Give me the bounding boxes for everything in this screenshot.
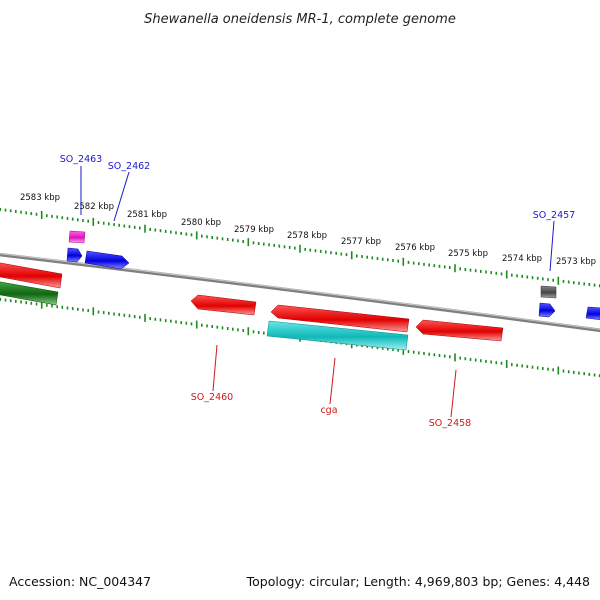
- gene-callouts: [80, 166, 555, 418]
- gene-so2463[interactable]: [68, 230, 86, 244]
- genome-summary-text: Topology: circular; Length: 4,969,803 bp…: [246, 574, 590, 589]
- callout-so2457: [549, 220, 555, 272]
- gene-label-so2460[interactable]: SO_2460: [191, 392, 233, 403]
- genome-backbone-highlight: [0, 253, 600, 330]
- scale-label: 2578 kbp: [287, 231, 327, 241]
- gene-cga[interactable]: [266, 320, 409, 351]
- gene-so2462-small[interactable]: [66, 247, 83, 263]
- scale-label: 2579 kbp: [234, 225, 274, 235]
- gene-label-so2458[interactable]: SO_2458: [429, 418, 471, 429]
- scale-label: 2581 kbp: [127, 210, 167, 220]
- gene-so2462[interactable]: [84, 250, 130, 270]
- scale-label: 2576 kbp: [395, 243, 435, 253]
- scale-label: 2573 kbp: [556, 257, 596, 267]
- map-title: Shewanella oneidensis MR-1, complete gen…: [144, 12, 456, 27]
- accession-text: Accession: NC_004347: [9, 574, 151, 589]
- gene-so2458[interactable]: [415, 319, 504, 342]
- genome-backbone: [0, 252, 600, 333]
- scale-labels: 2583 kbp 2582 kbp 2581 kbp 2580 kbp 2579…: [20, 193, 596, 267]
- callout-so2462: [113, 171, 130, 222]
- forward-genes: [66, 230, 600, 321]
- gene-label-cga[interactable]: cga: [320, 405, 337, 416]
- gene-reverse-edge[interactable]: [0, 262, 63, 289]
- scale-label: 2582 kbp: [74, 202, 114, 212]
- gene-forward-edge[interactable]: [585, 306, 600, 321]
- reverse-genes: [0, 262, 504, 351]
- gene-forward-small[interactable]: [538, 302, 556, 318]
- callout-so2458: [450, 369, 457, 418]
- scale-label: 2580 kbp: [181, 218, 221, 228]
- callout-so2460: [212, 344, 218, 392]
- outer-scale-ticks: [0, 207, 600, 288]
- scale-label: 2574 kbp: [502, 254, 542, 264]
- gene-reverse-long[interactable]: [270, 304, 410, 333]
- scale-label: 2575 kbp: [448, 249, 488, 259]
- gene-label-so2457[interactable]: SO_2457: [533, 210, 575, 221]
- gene-label-so2463[interactable]: SO_2463: [60, 154, 102, 165]
- gene-so2457[interactable]: [540, 285, 557, 299]
- gene-so2460[interactable]: [190, 294, 257, 316]
- scale-label: 2583 kbp: [20, 193, 60, 203]
- gene-label-so2462[interactable]: SO_2462: [108, 161, 150, 172]
- gene-green-edge[interactable]: [0, 281, 59, 306]
- scale-label: 2577 kbp: [341, 237, 381, 247]
- gene-labels: SO_2463 SO_2462 SO_2457 SO_2460 cga SO_2…: [60, 154, 575, 429]
- callout-cga: [329, 357, 336, 405]
